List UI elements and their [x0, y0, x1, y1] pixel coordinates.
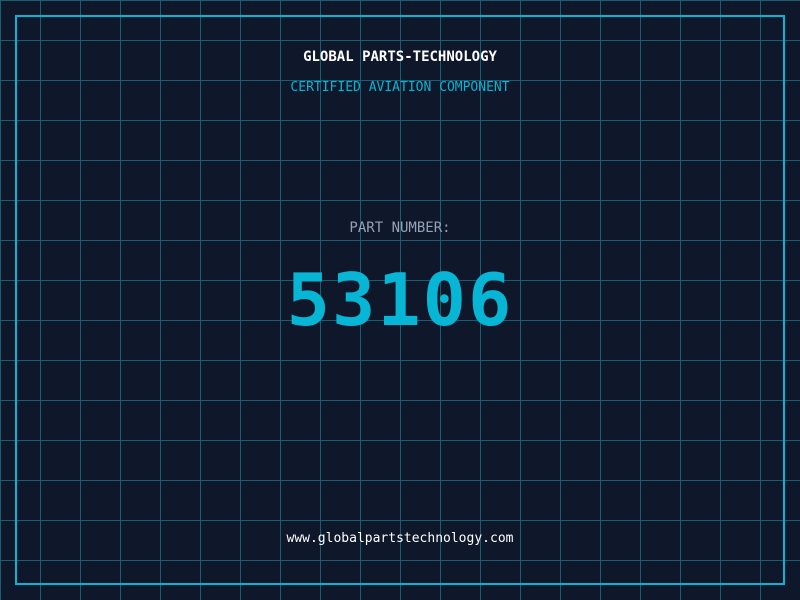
company-name: GLOBAL PARTS-TECHNOLOGY	[303, 49, 497, 65]
website-url: www.globalpartstechnology.com	[286, 531, 514, 546]
border-frame	[15, 15, 785, 585]
certification-subtitle: CERTIFIED AVIATION COMPONENT	[290, 80, 510, 95]
part-number-value: 53106	[286, 258, 514, 342]
part-number-label: PART NUMBER:	[349, 220, 451, 236]
